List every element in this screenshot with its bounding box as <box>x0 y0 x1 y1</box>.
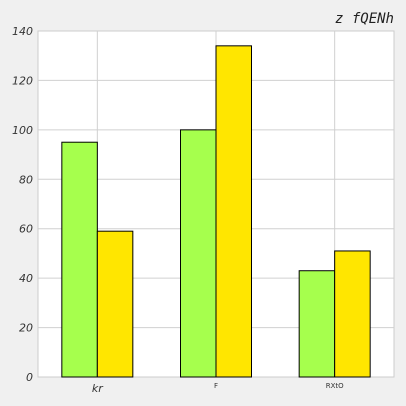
y-tick-label: 100 <box>12 124 33 137</box>
chart-title: z fQENh <box>335 11 394 27</box>
bar <box>61 141 98 378</box>
x-tick-label: kr <box>92 382 104 395</box>
bar <box>215 45 252 378</box>
x-tick-label: F <box>214 382 218 390</box>
bar <box>298 270 336 378</box>
y-tick-label: 120 <box>12 74 33 87</box>
bar <box>334 250 371 378</box>
bar <box>96 230 134 378</box>
y-tick-label: 60 <box>19 223 33 236</box>
bar <box>180 129 217 378</box>
x-tick-label: RXtO <box>326 382 344 390</box>
y-tick-label: 0 <box>26 371 33 384</box>
y-tick-label: 20 <box>19 322 33 335</box>
y-tick-label: 80 <box>19 173 33 186</box>
y-tick-label: 40 <box>19 272 33 285</box>
y-tick-label: 140 <box>12 25 33 38</box>
